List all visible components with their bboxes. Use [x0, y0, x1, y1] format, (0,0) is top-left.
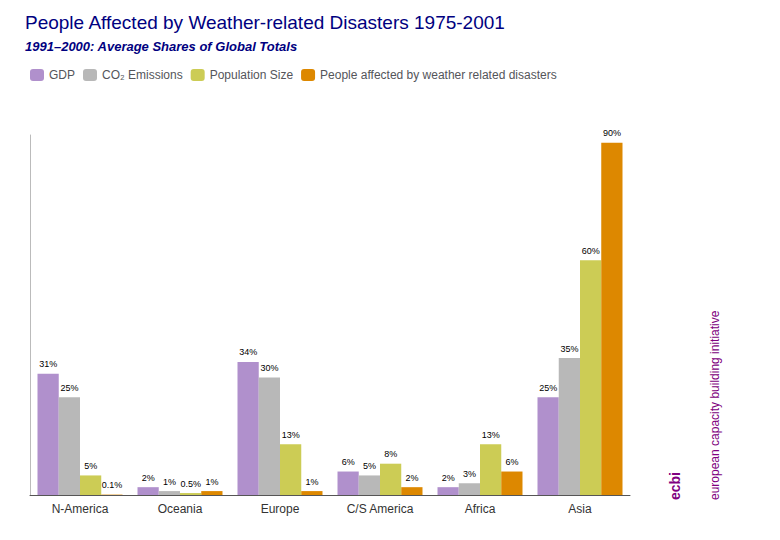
svg-text:35%: 35% — [560, 344, 578, 354]
svg-text:ecbi: ecbi — [667, 472, 683, 500]
svg-text:1%: 1% — [205, 477, 218, 487]
svg-text:31%: 31% — [39, 359, 57, 369]
svg-text:30%: 30% — [260, 363, 278, 373]
svg-text:Population Size: Population Size — [210, 68, 294, 82]
svg-text:0.5%: 0.5% — [180, 479, 201, 489]
svg-text:2%: 2% — [405, 473, 418, 483]
svg-text:People affected by weather rel: People affected by weather related disas… — [320, 68, 557, 82]
svg-text:1%: 1% — [305, 477, 318, 487]
svg-text:Oceania: Oceania — [158, 502, 203, 516]
svg-text:Asia: Asia — [568, 502, 592, 516]
svg-text:90%: 90% — [603, 128, 621, 138]
svg-text:1%: 1% — [163, 477, 176, 487]
svg-text:60%: 60% — [582, 246, 600, 256]
svg-text:Africa: Africa — [465, 502, 496, 516]
svg-text:5%: 5% — [84, 461, 97, 471]
svg-text:People Affected by Weather-rel: People Affected by Weather-related Disas… — [25, 12, 505, 33]
svg-text:N-America: N-America — [52, 502, 109, 516]
svg-text:1991–2000: Average Shares of G: 1991–2000: Average Shares of Global Tota… — [25, 39, 297, 54]
svg-text:3%: 3% — [463, 469, 476, 479]
svg-text:13%: 13% — [282, 430, 300, 440]
svg-text:GDP: GDP — [49, 68, 75, 82]
svg-text:Europe: Europe — [261, 502, 300, 516]
svg-text:2%: 2% — [442, 473, 455, 483]
svg-text:european capacity building ini: european capacity building initiative — [708, 310, 722, 500]
svg-text:C/S America: C/S America — [347, 502, 414, 516]
svg-text:8%: 8% — [384, 449, 397, 459]
svg-text:5%: 5% — [363, 461, 376, 471]
svg-text:0.1%: 0.1% — [102, 480, 123, 490]
svg-text:25%: 25% — [60, 383, 78, 393]
svg-text:25%: 25% — [539, 383, 557, 393]
svg-text:CO₂ Emissions: CO₂ Emissions — [102, 68, 183, 82]
svg-text:13%: 13% — [482, 430, 500, 440]
svg-text:6%: 6% — [342, 457, 355, 467]
svg-text:34%: 34% — [239, 347, 257, 357]
svg-text:2%: 2% — [142, 473, 155, 483]
svg-text:6%: 6% — [505, 457, 518, 467]
